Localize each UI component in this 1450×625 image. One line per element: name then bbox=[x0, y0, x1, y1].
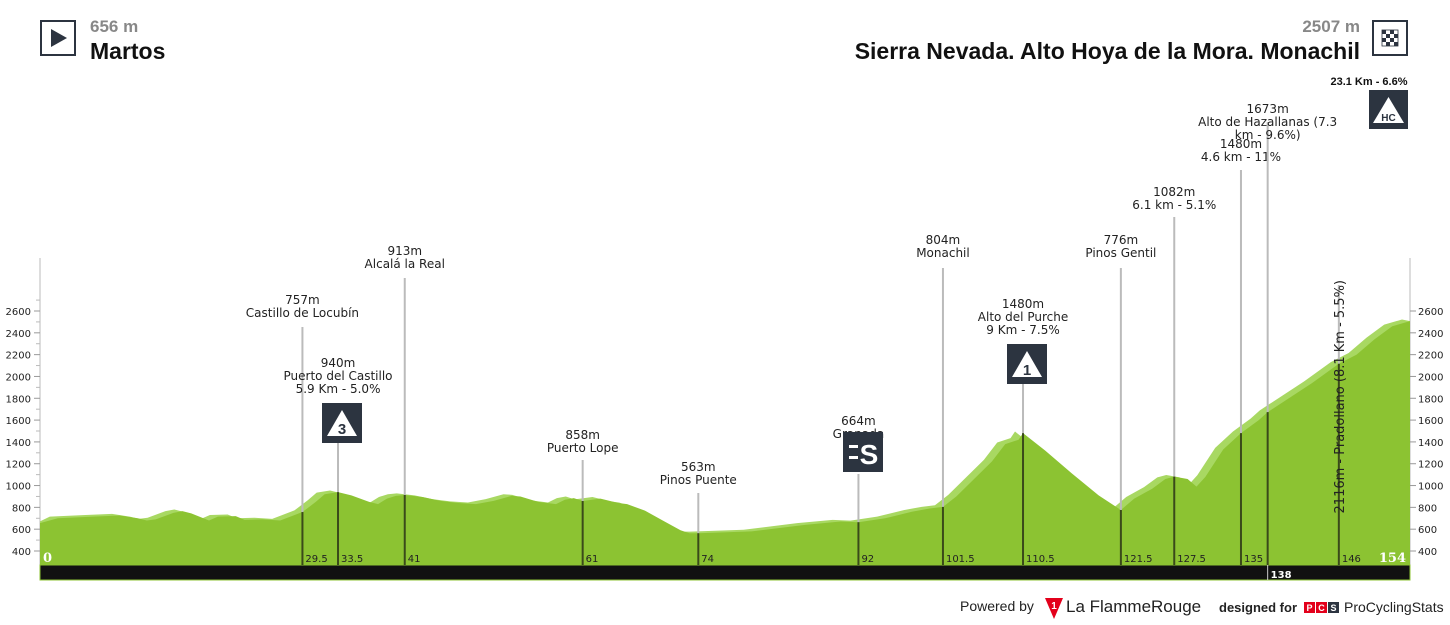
start-elevation: 656 m bbox=[90, 17, 139, 36]
profile-area bbox=[40, 321, 1410, 565]
sprint-icon-bar bbox=[849, 445, 858, 448]
marker-label: 913m bbox=[387, 244, 422, 258]
play-icon bbox=[40, 20, 76, 56]
y-tick-left: 2000 bbox=[6, 372, 31, 383]
y-tick-right: 600 bbox=[1418, 525, 1437, 536]
svg-text:C: C bbox=[1318, 603, 1325, 613]
climb-triangle-icon bbox=[1373, 97, 1404, 123]
marker-label: 776m bbox=[1104, 233, 1139, 247]
x-end-label: 154 bbox=[1379, 551, 1406, 566]
km-label: 127.5 bbox=[1177, 554, 1206, 565]
marker-label: Alto de Hazallanas (7.3 bbox=[1198, 115, 1337, 129]
y-tick-left: 1000 bbox=[6, 482, 31, 493]
km-label: 29.5 bbox=[305, 554, 327, 565]
marker-label: 563m bbox=[681, 460, 716, 474]
marker-label: 6.1 km - 5.1% bbox=[1132, 198, 1216, 212]
marker-label: Puerto del Castillo bbox=[284, 369, 393, 383]
flamme-rouge-brand: La FlammeRouge bbox=[1066, 597, 1202, 616]
y-tick-right: 2600 bbox=[1418, 307, 1443, 318]
marker-label: 4.6 km - 11% bbox=[1201, 150, 1281, 164]
powered-by: Powered by bbox=[960, 598, 1034, 614]
y-tick-left: 600 bbox=[12, 525, 31, 536]
km-label: 74 bbox=[701, 554, 714, 565]
marker-label: 1480m bbox=[1220, 137, 1262, 151]
km-label: 92 bbox=[861, 554, 874, 565]
marker-label: 9 Km - 7.5% bbox=[986, 323, 1059, 337]
y-tick-left: 1800 bbox=[6, 394, 31, 405]
vertical-climb-label: 2116m - Pradollano (8.1 Km - 5.5%) bbox=[1333, 280, 1348, 513]
y-tick-left: 400 bbox=[12, 547, 31, 558]
km-label: 61 bbox=[586, 554, 599, 565]
finish-climb-info: 23.1 Km - 6.6% bbox=[1330, 76, 1407, 88]
svg-text:1: 1 bbox=[1051, 601, 1057, 612]
y-tick-right: 1400 bbox=[1418, 438, 1443, 449]
km-label: 110.5 bbox=[1026, 554, 1055, 565]
x-start-label: 0 bbox=[43, 551, 52, 566]
finish-town: Sierra Nevada. Alto Hoya de la Mora. Mon… bbox=[854, 38, 1360, 64]
marker-label: 1480m bbox=[1002, 297, 1044, 311]
km-label: 41 bbox=[408, 554, 421, 565]
km-label: 121.5 bbox=[1124, 554, 1153, 565]
climb-category: 1 bbox=[1023, 362, 1031, 379]
y-tick-right: 2400 bbox=[1418, 329, 1443, 340]
marker-label: 664m bbox=[841, 414, 876, 428]
y-tick-left: 1200 bbox=[6, 460, 31, 471]
sprint-icon-bar bbox=[849, 456, 858, 459]
y-tick-right: 1200 bbox=[1418, 460, 1443, 471]
climb-triangle-icon bbox=[327, 410, 357, 436]
marker-label: Pinos Gentil bbox=[1085, 246, 1156, 260]
y-tick-right: 800 bbox=[1418, 503, 1437, 514]
sprint-icon bbox=[843, 432, 883, 472]
checkered-flag-icon bbox=[1372, 20, 1408, 56]
km-label: 33.5 bbox=[341, 554, 363, 565]
y-tick-left: 1400 bbox=[6, 438, 31, 449]
y-tick-right: 1600 bbox=[1418, 416, 1443, 427]
y-tick-left: 800 bbox=[12, 503, 31, 514]
svg-text:P: P bbox=[1306, 603, 1312, 613]
start-town: Martos bbox=[90, 38, 166, 64]
marker-label: 858m bbox=[565, 428, 600, 442]
km-label: 146 bbox=[1342, 554, 1361, 565]
y-tick-right: 2000 bbox=[1418, 372, 1443, 383]
y-tick-right: 1000 bbox=[1418, 482, 1443, 493]
hc-label: HC bbox=[1381, 113, 1395, 124]
marker-label: km - 9.6%) bbox=[1235, 128, 1301, 142]
marker-label: 940m bbox=[321, 356, 356, 370]
y-tick-left: 1600 bbox=[6, 416, 31, 427]
sprint-letter: S bbox=[860, 439, 879, 470]
bar-km-label: 138 bbox=[1271, 570, 1292, 581]
y-tick-right: 2200 bbox=[1418, 351, 1443, 362]
marker-label: 1673m bbox=[1247, 102, 1289, 116]
climb-triangle-icon bbox=[1012, 351, 1042, 377]
designed-for: designed for bbox=[1219, 600, 1298, 615]
marker-label: 1082m bbox=[1153, 185, 1195, 199]
y-tick-left: 2200 bbox=[6, 351, 31, 362]
marker-label: Monachil bbox=[916, 246, 970, 260]
marker-label: Puerto Lope bbox=[547, 441, 619, 455]
finish-elevation: 2507 m bbox=[1302, 17, 1360, 36]
distance-bar bbox=[39, 564, 1411, 581]
marker-label: 804m bbox=[926, 233, 961, 247]
y-tick-right: 1800 bbox=[1418, 394, 1443, 405]
y-tick-left: 2600 bbox=[6, 307, 31, 318]
km-label: 101.5 bbox=[946, 554, 975, 565]
climb-category: 3 bbox=[338, 421, 346, 438]
marker-label: Alto del Purche bbox=[978, 310, 1068, 324]
y-tick-right: 400 bbox=[1418, 547, 1437, 558]
marker-label: 5.9 Km - 5.0% bbox=[296, 382, 381, 396]
marker-label: 757m bbox=[285, 293, 320, 307]
marker-label: Castillo de Locubín bbox=[246, 306, 359, 320]
marker-label: Alcalá la Real bbox=[365, 257, 445, 271]
pcs-brand: ProCyclingStats bbox=[1344, 599, 1444, 615]
flamme-rouge-logo: 1 bbox=[1044, 596, 1064, 623]
marker-label: Pinos Puente bbox=[660, 473, 737, 487]
km-label: 135 bbox=[1244, 554, 1263, 565]
y-tick-left: 2400 bbox=[6, 329, 31, 340]
svg-text:S: S bbox=[1330, 603, 1336, 613]
